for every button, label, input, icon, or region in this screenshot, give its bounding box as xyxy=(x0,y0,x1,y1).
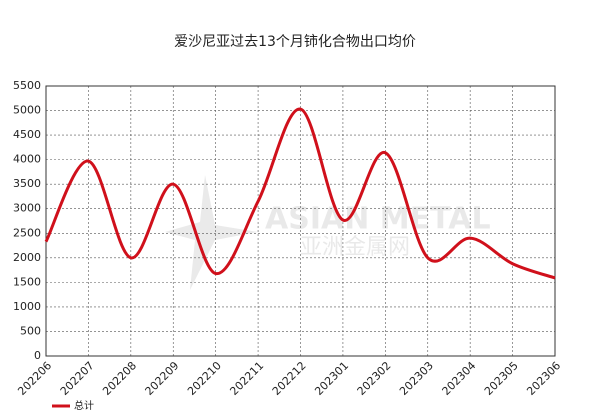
legend-label: 总计 xyxy=(74,399,94,412)
y-tick-label: 4000 xyxy=(13,153,41,166)
x-tick-label: 202211 xyxy=(227,359,266,398)
y-tick-label: 1000 xyxy=(13,300,41,313)
x-tick-label: 202301 xyxy=(312,359,351,398)
plot-frame xyxy=(45,85,556,357)
x-tick-label: 202208 xyxy=(100,359,139,398)
y-tick-label: 3000 xyxy=(13,202,41,215)
x-tick-label: 202207 xyxy=(58,359,97,398)
x-tick-label: 202306 xyxy=(524,359,563,398)
y-tick-label: 2500 xyxy=(13,226,41,239)
line xyxy=(44,107,556,280)
x-tick-label: 202210 xyxy=(185,359,224,398)
x-tick-label: 202302 xyxy=(355,359,394,398)
y-tick-label: 3500 xyxy=(13,177,41,190)
x-tick-label: 202209 xyxy=(143,359,182,398)
x-tick-label: 202212 xyxy=(270,359,309,398)
x-tick-label: 202206 xyxy=(15,359,54,398)
watermark: ASIAN METAL 亚洲金属网 xyxy=(165,175,491,290)
y-tick-label: 5500 xyxy=(13,79,41,92)
x-tick-label: 202303 xyxy=(397,359,436,398)
chart-title: 爱沙尼亚过去13个月铈化合物出口均价 xyxy=(174,33,416,50)
watermark-logo xyxy=(165,175,258,290)
watermark-text: ASIAN METAL xyxy=(265,202,491,237)
watermark-text: 亚洲金属网 xyxy=(300,235,410,260)
x-tick-label: 202305 xyxy=(482,359,521,398)
y-tick-label: 4500 xyxy=(13,128,41,141)
y-tick-label: 0 xyxy=(34,349,41,362)
y-tick-label: 2000 xyxy=(13,251,41,264)
y-tick-label: 5000 xyxy=(13,104,41,117)
x-tick-label: 202304 xyxy=(440,359,479,398)
y-tick-label: 1500 xyxy=(13,275,41,288)
y-tick-label: 500 xyxy=(20,324,41,337)
